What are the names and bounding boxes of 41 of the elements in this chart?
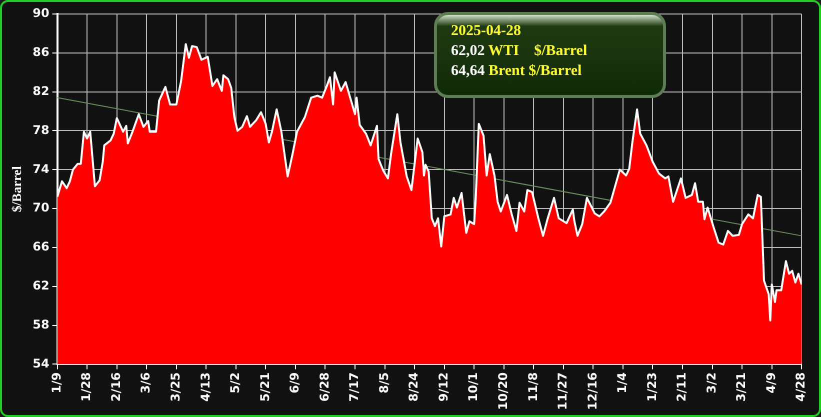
- x-tick-label: 11/27: [556, 372, 570, 410]
- y-tick-label: 62: [32, 278, 50, 293]
- x-tick-label: 10/1: [466, 372, 480, 402]
- x-tick-label: 4/13: [198, 372, 212, 402]
- x-tick-label: 1/9: [49, 372, 64, 394]
- x-tick-label: 3/25: [168, 372, 183, 402]
- x-tick-label: 10/20: [496, 372, 510, 410]
- x-tick-label: 2/11: [674, 372, 689, 402]
- x-tick-label: 6/9: [288, 372, 302, 394]
- x-tick-label: 1/23: [644, 372, 659, 402]
- y-axis-title: $/Barrel: [9, 166, 24, 212]
- annotation: 62,02 WTI $/Barrel: [451, 42, 588, 61]
- annotation: 2025-04-28: [451, 22, 522, 41]
- x-tick-label: 2/16: [108, 372, 123, 402]
- y-tick-label: 86: [32, 45, 50, 60]
- x-tick-label: 3/21: [734, 372, 748, 402]
- x-tick-label: 4/9: [764, 372, 778, 394]
- annotation: 64,64 Brent $/Barrel: [451, 62, 583, 81]
- x-tick-label: 7/17: [347, 372, 362, 402]
- y-tick-label: 54: [32, 356, 50, 370]
- x-tick-label: 5/21: [258, 372, 272, 402]
- x-tick-label: 8/24: [406, 372, 421, 402]
- y-tick-label: 90: [32, 6, 50, 20]
- x-tick-label: 1/28: [79, 372, 94, 402]
- y-tick-label: 66: [32, 240, 50, 254]
- y-tick-label: 82: [32, 84, 50, 98]
- x-tick-label: 3/6: [138, 372, 153, 394]
- x-tick-label: 4/28: [794, 372, 808, 402]
- x-tick-label: 3/2: [704, 372, 718, 394]
- note-box: 2025-04-28 62,02 WTI $/Barrel 64,64 Brent $/Barrel: [434, 12, 666, 98]
- y-tick-label: 78: [32, 122, 50, 137]
- y-tick-label: 58: [32, 317, 50, 332]
- x-tick-label: 12/16: [585, 372, 600, 410]
- y-tick-label: 74: [32, 162, 50, 176]
- x-tick-label: 5/2: [228, 372, 242, 394]
- x-tick-label: 11/8: [526, 372, 540, 402]
- y-tick-label: 70: [32, 200, 50, 215]
- x-tick-label: 9/12: [436, 372, 450, 402]
- x-tick-label: 8/5: [376, 372, 391, 394]
- x-tick-label: 1/4: [615, 372, 630, 394]
- x-tick-label: 6/28: [317, 372, 332, 402]
